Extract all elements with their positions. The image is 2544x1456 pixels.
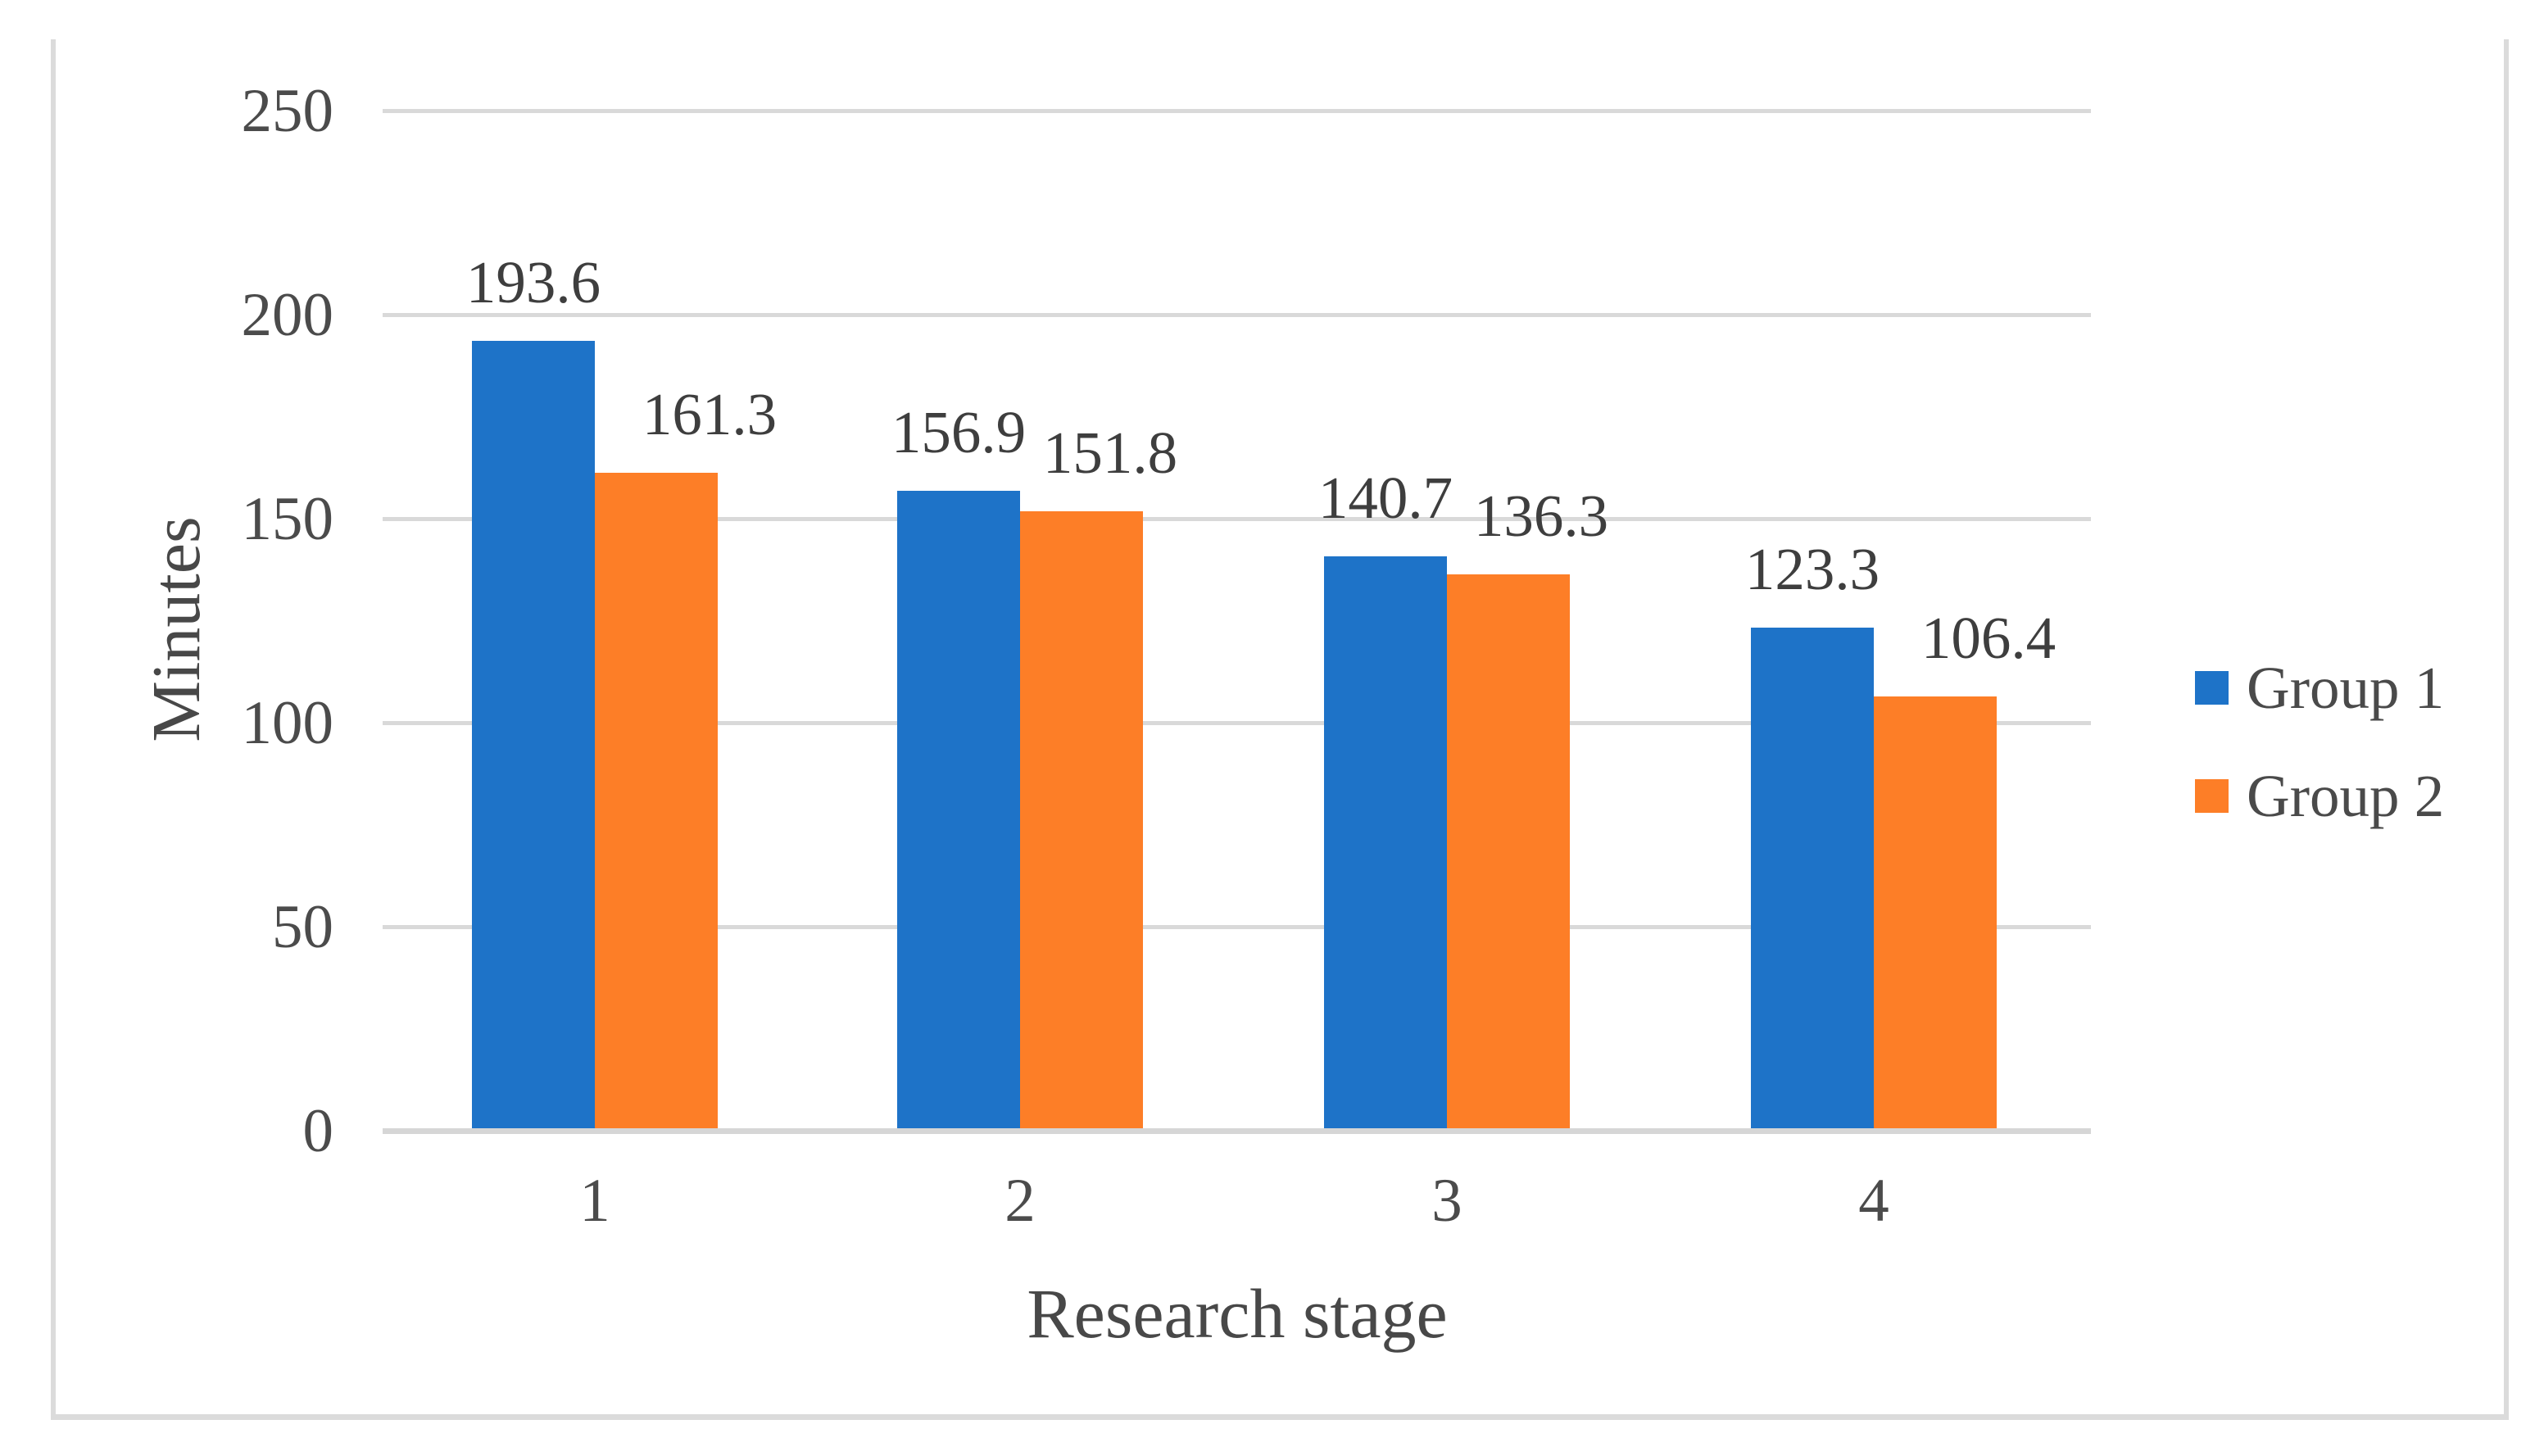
- legend-label: Group 1: [2247, 655, 2445, 721]
- y-tick-label-100: 100: [241, 689, 334, 757]
- gridline-150: [383, 517, 2091, 521]
- bar-group-2-stage-1: [595, 472, 718, 1128]
- legend-label: Group 2: [2247, 763, 2445, 829]
- x-tick-label-4: 4: [1858, 1167, 1889, 1235]
- chart-frame: [51, 39, 2509, 1420]
- gridline-200: [383, 313, 2091, 317]
- data-label-group-1-stage-1: 193.6: [465, 248, 601, 315]
- legend-entry-group-1: Group 1: [2195, 657, 2444, 719]
- bar-group-1-stage-3: [1324, 556, 1447, 1128]
- data-label-group-2-stage-4: 106.4: [1920, 605, 2057, 672]
- data-label-group-2-stage-3: 136.3: [1473, 483, 1609, 550]
- data-label-group-1-stage-2: 156.9: [891, 398, 1027, 465]
- x-tick-label-3: 3: [1431, 1167, 1462, 1235]
- bar-group-2-stage-4: [1874, 696, 1997, 1128]
- bar-group-2-stage-2: [1020, 511, 1143, 1128]
- legend-entry-group-2: Group 2: [2195, 765, 2444, 827]
- data-label-group-1-stage-4: 123.3: [1744, 535, 1880, 602]
- x-tick-label-2: 2: [1004, 1167, 1036, 1235]
- gridline-250: [383, 109, 2091, 113]
- legend-swatch-icon: [2195, 779, 2229, 813]
- gridline-100: [383, 721, 2091, 725]
- bar-group-1-stage-1: [472, 340, 595, 1128]
- y-tick-label-0: 0: [302, 1097, 334, 1165]
- data-label-group-2-stage-1: 161.3: [642, 380, 778, 447]
- x-tick-label-1: 1: [579, 1167, 610, 1235]
- data-label-group-1-stage-3: 140.7: [1317, 465, 1453, 532]
- data-label-group-2-stage-2: 151.8: [1042, 420, 1178, 487]
- gridline-50: [383, 925, 2091, 929]
- y-tick-label-150: 150: [241, 485, 334, 553]
- x-axis-title: Research stage: [1027, 1274, 1448, 1353]
- y-tick-label-50: 50: [272, 893, 333, 961]
- y-axis-title: Minutes: [138, 516, 215, 742]
- y-tick-label-200: 200: [241, 281, 334, 349]
- y-tick-label-250: 250: [241, 77, 334, 145]
- bar-group-1-stage-4: [1751, 627, 1874, 1128]
- bar-group-1-stage-2: [897, 490, 1020, 1128]
- legend-swatch-icon: [2195, 671, 2229, 705]
- bar-group-2-stage-3: [1447, 574, 1570, 1128]
- x-axis-line: [383, 1128, 2091, 1134]
